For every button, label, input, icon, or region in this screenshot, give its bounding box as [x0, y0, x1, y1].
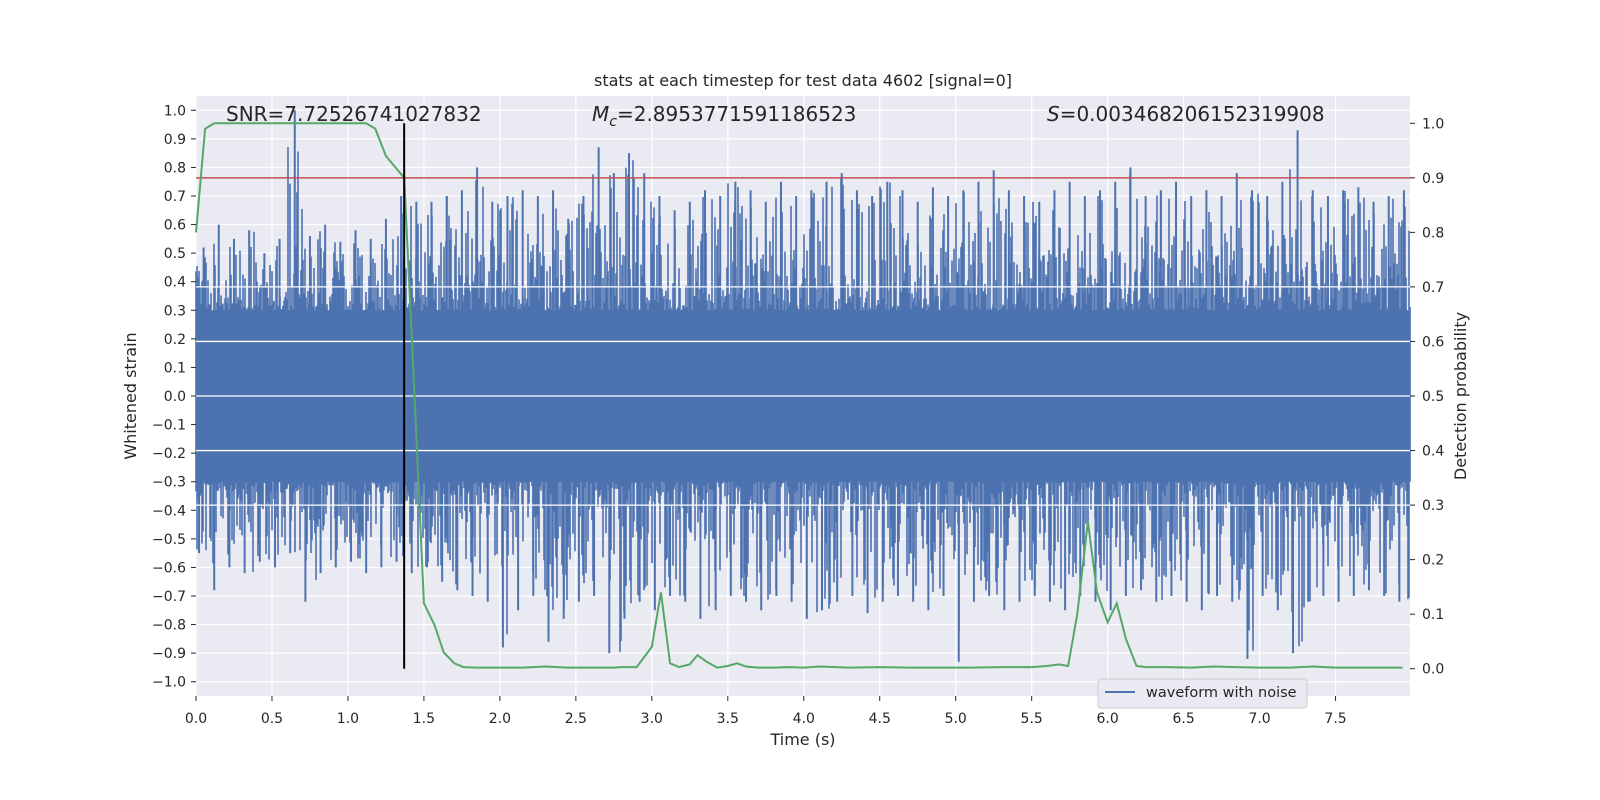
legend-label-waveform: waveform with noise [1146, 685, 1297, 701]
x-tick-label: 4.0 [793, 711, 815, 727]
x-tick-label: 5.0 [945, 711, 967, 727]
chirp-mass-value: =2.8953771591186523 [617, 102, 856, 126]
x-tick-label: 4.5 [869, 711, 891, 727]
y-left-tick-label: −0.9 [152, 646, 186, 662]
y-right-tick-label: 0.9 [1422, 171, 1444, 187]
y-right-tick-label: 0.7 [1422, 280, 1444, 296]
snr-annotation: SNR=7.72526741027832 [226, 102, 482, 126]
y-left-tick-label: −1.0 [152, 675, 186, 691]
legend-box [1097, 678, 1308, 709]
x-tick-label: 0.5 [261, 711, 283, 727]
y-right-tick-label: 0.3 [1422, 498, 1444, 514]
y-left-tick-label: 0.7 [164, 189, 186, 205]
y-left-tick-label: 0.8 [164, 160, 186, 176]
y-left-axis-ticks: 1.0 0.9 0.8 0.7 0.6 0.5 0.4 0.3 0.2 0.1 0.0 −0.1 −0.… [152, 103, 196, 691]
x-axis-ticks: 0.0 0.5 1.0 1.5 2.0 2.5 3.0 3.5 4.0 4.5 5.0 5.5 6.0 6… [185, 696, 1347, 727]
chirp-mass-subscript: c [609, 114, 617, 130]
y-left-tick-label: 1.0 [164, 103, 186, 119]
y-right-tick-label: 0.0 [1422, 662, 1444, 678]
x-axis-label: Time (s) [769, 730, 835, 749]
x-tick-label: 0.0 [185, 711, 207, 727]
x-tick-label: 1.5 [413, 711, 435, 727]
x-tick-label: 3.0 [641, 711, 663, 727]
x-tick-label: 6.0 [1097, 711, 1119, 727]
y-left-tick-label: −0.8 [152, 618, 186, 634]
waveform-core [196, 333, 1410, 474]
x-tick-label: 5.5 [1021, 711, 1043, 727]
y-left-tick-label: −0.5 [152, 532, 186, 548]
y-right-tick-label: 0.4 [1422, 444, 1444, 460]
chirp-mass-symbol: M [592, 102, 609, 126]
y-left-tick-label: −0.2 [152, 446, 186, 462]
y-right-tick-label: 0.1 [1422, 607, 1444, 623]
y-left-tick-label: 0.3 [164, 303, 186, 319]
y-left-axis-label: Whitened strain [121, 332, 140, 459]
y-left-tick-label: 0.5 [164, 246, 186, 262]
y-right-tick-label: 0.8 [1422, 225, 1444, 241]
y-left-tick-label: 0.0 [164, 389, 186, 405]
y-right-tick-label: 1.0 [1422, 116, 1444, 132]
probability-line [195, 122, 1403, 669]
y-left-tick-label: −0.1 [152, 418, 186, 434]
s-symbol: S [1047, 102, 1060, 126]
s-value: =0.003468206152319908 [1060, 102, 1325, 126]
chart-title: stats at each timestep for test data 460… [594, 71, 1012, 90]
y-left-tick-label: 0.1 [164, 360, 186, 376]
y-right-axis-ticks: 1.0 0.9 0.8 0.7 0.6 0.5 0.4 0.3 0.2 0.1 0.0 [1410, 116, 1444, 678]
y-left-tick-label: −0.7 [152, 589, 186, 605]
y-right-tick-label: 0.6 [1422, 334, 1444, 350]
s-annotation: S=0.003468206152319908 [1047, 102, 1325, 126]
y-left-tick-label: 0.4 [164, 275, 186, 291]
x-tick-label: 6.5 [1172, 711, 1194, 727]
y-right-tick-label: 0.2 [1422, 553, 1444, 569]
x-tick-label: 1.0 [337, 711, 359, 727]
x-tick-label: 3.5 [717, 711, 739, 727]
x-tick-label: 2.0 [489, 711, 511, 727]
y-left-tick-label: 0.9 [164, 132, 186, 148]
y-left-tick-label: 0.2 [164, 332, 186, 348]
chirp-mass-annotation: Mc=2.8953771591186523 [592, 102, 856, 130]
legend: waveform with noise [1097, 678, 1308, 709]
y-left-tick-label: −0.4 [152, 503, 186, 519]
grid-horizontal-overlay [196, 286, 1410, 506]
x-tick-label: 7.0 [1248, 711, 1270, 727]
y-right-axis-label: Detection probability [1451, 312, 1470, 480]
x-tick-label: 2.5 [565, 711, 587, 727]
y-left-tick-label: −0.6 [152, 560, 186, 576]
x-tick-label: 7.5 [1324, 711, 1346, 727]
y-right-tick-label: 0.5 [1422, 389, 1444, 405]
y-left-tick-label: 0.6 [164, 218, 186, 234]
y-left-tick-label: −0.3 [152, 475, 186, 491]
